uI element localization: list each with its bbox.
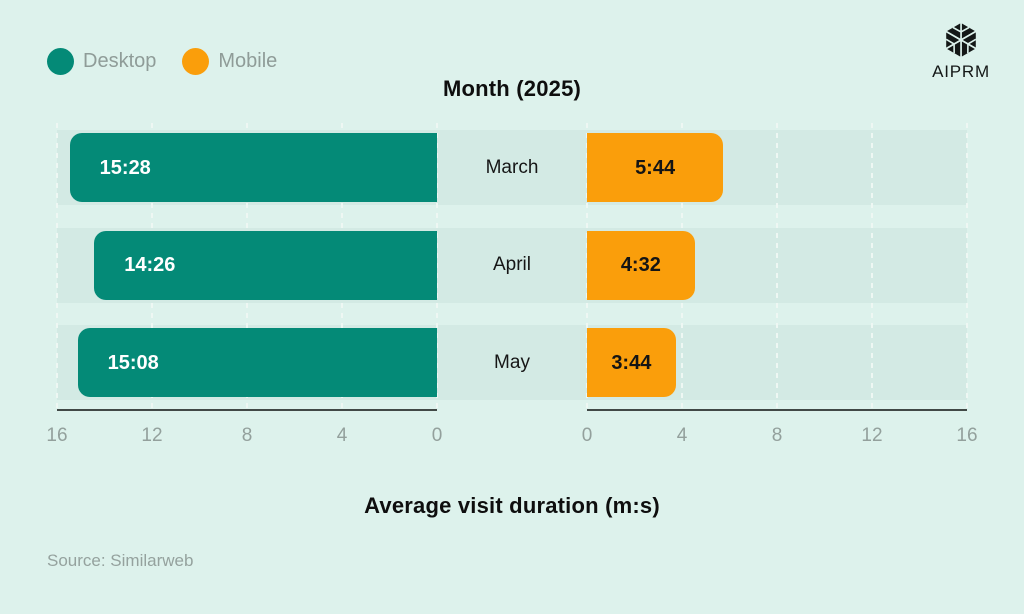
desktop-legend-dot-icon — [47, 48, 74, 75]
desktop-bar-may: 15:08 — [77, 328, 437, 397]
x-axis-line-right — [587, 409, 967, 411]
axis-tick-right-4: 4 — [676, 425, 688, 446]
desktop-bar-value: 14:26 — [124, 254, 176, 276]
axis-tick-right-8: 8 — [771, 425, 783, 446]
mobile-legend-dot-icon — [182, 48, 210, 75]
legend-item-label: Mobile — [218, 50, 278, 72]
axis-tick-left-4: 4 — [336, 425, 348, 446]
category-label-april: April — [492, 254, 531, 275]
mobile-bar-may: 3:44 — [587, 328, 676, 397]
axis-tick-left-8: 8 — [241, 425, 253, 446]
aiprm-logo: AIPRM — [916, 21, 1006, 82]
axis-tick-right-12: 12 — [861, 425, 883, 446]
gridline-right-8 — [776, 123, 778, 408]
legend-item-label: Desktop — [83, 50, 157, 72]
mobile-bar-march: 5:44 — [587, 133, 724, 202]
axis-tick-left-12: 12 — [141, 425, 163, 446]
mobile-bar-april: 4:32 — [587, 230, 695, 300]
gridline-left-0 — [436, 123, 438, 408]
x-axis-title: Average visit duration (m:s) — [364, 493, 660, 518]
gridline-right-16 — [966, 123, 968, 408]
aiprm-logo-icon — [944, 21, 978, 59]
axis-tick-left-16: 16 — [46, 425, 68, 446]
axis-tick-right-16: 16 — [956, 425, 978, 446]
axis-tick-right-0: 0 — [581, 425, 593, 446]
desktop-bar-april: 14:26 — [94, 230, 437, 300]
axis-tick-left-0: 0 — [431, 425, 443, 446]
mobile-bar-value: 4:32 — [620, 254, 661, 276]
desktop-bar-march: 15:28 — [69, 133, 437, 202]
mobile-bar-value: 3:44 — [611, 351, 652, 374]
mobile-bar-value: 5:44 — [635, 156, 676, 179]
desktop-bar-value: 15:28 — [99, 156, 151, 179]
source-note: Source: Similarweb — [47, 551, 194, 570]
legend: Desktop Mobile — [47, 48, 277, 75]
x-axis-line-left — [57, 409, 437, 411]
legend-item-desktop: Desktop — [47, 48, 156, 75]
gridline-left-16 — [56, 123, 58, 408]
category-label-may: May — [494, 351, 530, 373]
legend-item-mobile: Mobile — [182, 48, 277, 75]
desktop-bar-value: 15:08 — [107, 351, 159, 374]
center-axis-title: Month (2025) — [442, 76, 582, 101]
aiprm-logo-text: AIPRM — [932, 62, 990, 81]
gridline-right-12 — [871, 123, 873, 408]
category-label-march: March — [485, 156, 539, 178]
